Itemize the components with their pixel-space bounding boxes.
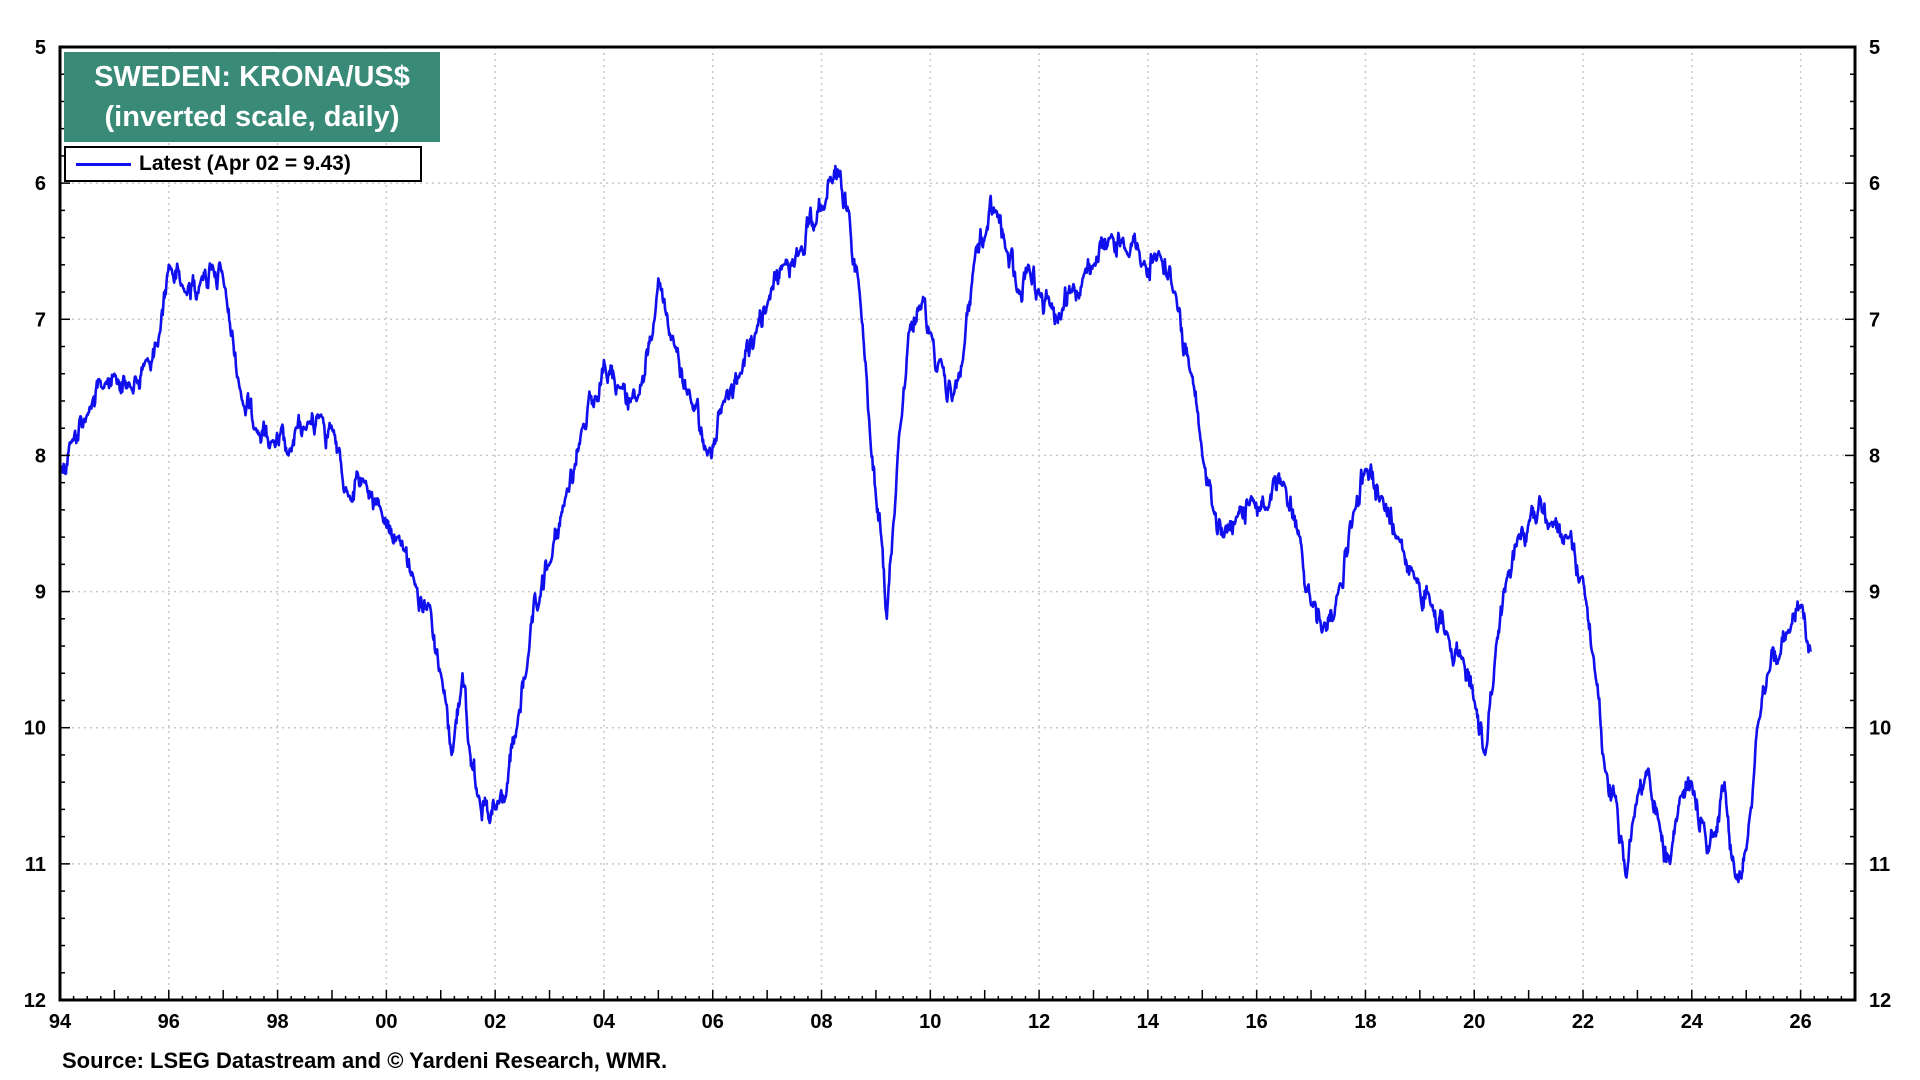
y-tick-label-right: 8 [1869,445,1880,467]
grid-lines [60,47,1855,1000]
y-axis-left: 5 6 7 8 9 10 11 12 [24,37,70,1012]
chart-title: SWEDEN: KRONA/US$ [94,61,410,93]
legend-swatch [76,163,131,166]
x-tick-label: 26 [1789,1011,1811,1033]
y-tick-label-right: 5 [1869,37,1880,59]
x-axis: 94 96 98 00 02 04 06 08 10 12 14 16 18 20 22 24 26 [49,990,1856,1033]
x-tick-label: 98 [266,1011,288,1033]
y-tick-label-right: 6 [1869,173,1880,195]
x-tick-label: 18 [1354,1011,1376,1033]
x-tick-label: 14 [1137,1011,1160,1033]
y-tick-label-left: 10 [24,718,46,740]
x-tick-label: 12 [1028,1011,1050,1033]
y-tick-label-left: 12 [24,990,46,1012]
x-tick-label: 10 [919,1011,941,1033]
legend-label: Latest (Apr 02 = 9.43) [139,152,351,175]
y-tick-label-left: 5 [35,37,46,59]
x-tick-label: 04 [593,1011,616,1033]
chart-subtitle: (inverted scale, daily) [104,101,400,133]
y-tick-label-right: 7 [1869,309,1880,331]
x-tick-label: 96 [158,1011,180,1033]
series-line-krona-usd [58,164,1813,884]
x-tick-label: 06 [702,1011,724,1033]
legend: Latest (Apr 02 = 9.43) [64,146,422,182]
y-tick-label-left: 8 [35,445,46,467]
y-tick-label-left: 6 [35,173,46,195]
series-layer [58,164,1813,884]
y-tick-label-left: 11 [25,854,46,876]
x-tick-label: 22 [1572,1011,1594,1033]
y-axis-right: 5 6 7 8 9 10 11 12 [1845,37,1891,1012]
y-tick-label-left: 9 [35,582,46,604]
x-tick-label: 08 [810,1011,832,1033]
x-tick-label: 02 [484,1011,506,1033]
x-tick-label: 16 [1246,1011,1268,1033]
x-tick-label: 94 [49,1011,72,1033]
y-tick-label-left: 7 [35,309,46,331]
y-tick-label-right: 11 [1869,854,1890,876]
chart-title-box: SWEDEN: KRONA/US$ (inverted scale, daily… [64,52,440,142]
source-note: Source: LSEG Datastream and © Yardeni Re… [62,1048,668,1073]
y-tick-label-right: 12 [1869,990,1891,1012]
y-tick-label-right: 9 [1869,582,1880,604]
x-tick-label: 00 [375,1011,397,1033]
y-tick-label-right: 10 [1869,718,1891,740]
plot-frame [58,45,1857,1002]
x-tick-label: 20 [1463,1011,1485,1033]
x-tick-label: 24 [1681,1011,1704,1033]
